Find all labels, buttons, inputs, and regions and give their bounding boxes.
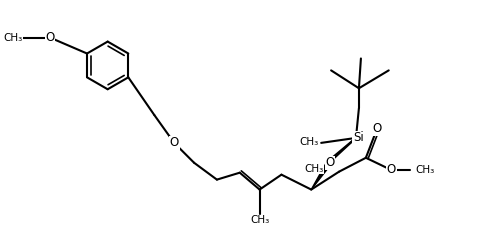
Text: O: O [326,156,335,169]
Text: O: O [326,156,335,169]
Text: Si: Si [353,131,364,144]
Text: CH₃: CH₃ [3,33,22,43]
Text: O: O [45,31,55,44]
Text: CH₃: CH₃ [299,137,318,147]
Text: O: O [170,136,179,149]
Text: O: O [372,122,381,136]
Text: O: O [387,163,396,176]
Text: CH₃: CH₃ [416,165,435,175]
Polygon shape [311,161,331,190]
Text: CH₃: CH₃ [250,215,269,225]
Text: CH₃: CH₃ [304,164,323,174]
